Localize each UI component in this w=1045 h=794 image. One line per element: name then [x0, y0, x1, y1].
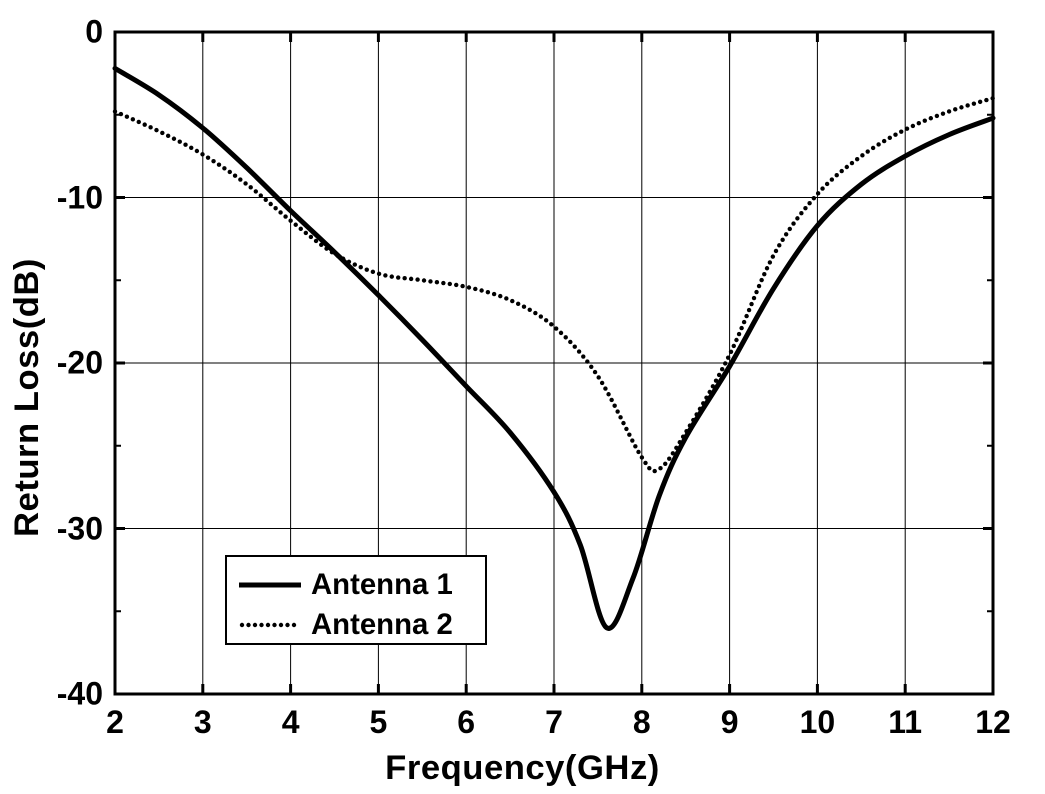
xtick-label: 9: [721, 704, 739, 741]
legend: Antenna 1 Antenna 2: [225, 555, 487, 645]
ytick-label: -30: [57, 510, 103, 547]
ytick-label: -40: [57, 676, 103, 713]
legend-swatch: [239, 613, 301, 637]
ytick-label: -20: [57, 345, 103, 382]
xtick-label: 3: [194, 704, 212, 741]
ytick-label: 0: [85, 14, 103, 51]
legend-label: Antenna 1: [311, 568, 453, 602]
xtick-label: 7: [545, 704, 563, 741]
xtick-label: 12: [975, 704, 1011, 741]
xtick-label: 4: [282, 704, 300, 741]
legend-swatch: [239, 573, 301, 597]
legend-label: Antenna 2: [311, 608, 453, 642]
xtick-label: 8: [633, 704, 651, 741]
legend-row: Antenna 1: [239, 565, 453, 605]
legend-row: Antenna 2: [239, 605, 453, 645]
ytick-label: -10: [57, 179, 103, 216]
xtick-label: 5: [369, 704, 387, 741]
chart-plot: [0, 0, 1045, 794]
xtick-label: 10: [800, 704, 836, 741]
xtick-label: 6: [457, 704, 475, 741]
xtick-label: 2: [106, 704, 124, 741]
xtick-label: 11: [888, 704, 922, 741]
